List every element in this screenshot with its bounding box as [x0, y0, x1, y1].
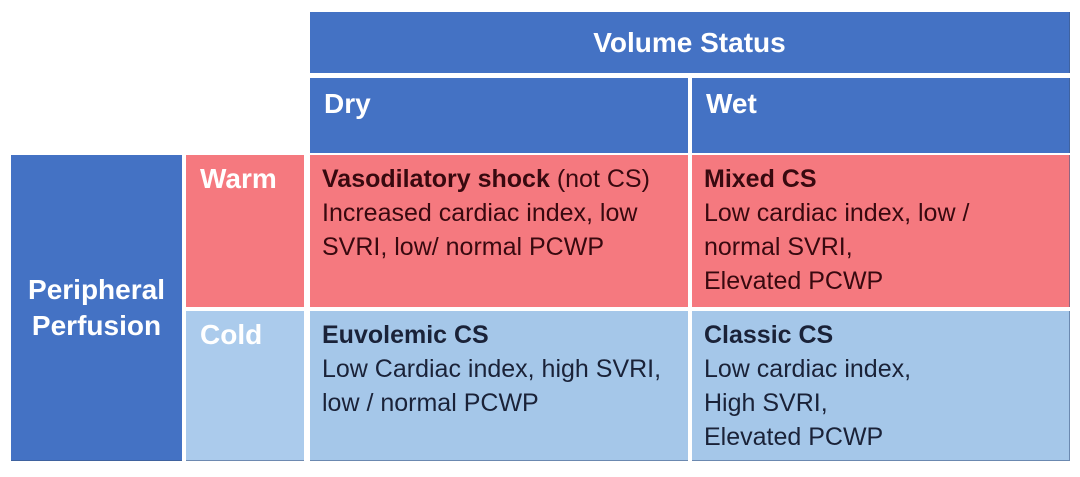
column-header-dry: Dry: [310, 78, 688, 153]
cell-warm-dry-body: Increased cardiac index, low SVRI, low/ …: [322, 199, 638, 261]
cell-warm-wet-title-bold: Mixed CS: [704, 165, 817, 193]
cell-warm-dry: Vasodilatory shock (not CS) Increased ca…: [310, 155, 688, 307]
peripheral-perfusion-label: Peripheral Perfusion: [28, 273, 165, 341]
cell-cold-wet: Classic CS Low cardiac index, High SVRI,…: [692, 311, 1070, 461]
row-label-warm: Warm: [186, 155, 304, 307]
cell-warm-dry-title: Vasodilatory shock (not CS): [322, 162, 682, 196]
cell-cold-wet-title: Classic CS: [704, 318, 1063, 352]
volume-status-header: Volume Status: [310, 12, 1070, 73]
cell-cold-dry-body: Low Cardiac index, high SVRI, low / norm…: [322, 355, 662, 417]
dry-label: Dry: [324, 88, 371, 119]
wet-label: Wet: [706, 88, 757, 119]
cell-cold-wet-title-bold: Classic CS: [704, 321, 834, 349]
cell-cold-dry-title: Euvolemic CS: [322, 318, 682, 352]
cell-cold-dry-title-bold: Euvolemic CS: [322, 321, 489, 349]
peripheral-perfusion-header: Peripheral Perfusion: [11, 155, 182, 461]
cell-warm-dry-title-bold: Vasodilatory shock: [322, 165, 550, 193]
warm-label: Warm: [200, 163, 277, 194]
cell-cold-dry: Euvolemic CS Low Cardiac index, high SVR…: [310, 311, 688, 461]
cold-label: Cold: [200, 319, 263, 350]
cell-warm-wet: Mixed CS Low cardiac index, low / normal…: [692, 155, 1070, 307]
column-header-wet: Wet: [692, 78, 1070, 153]
volume-status-label: Volume Status: [593, 26, 786, 58]
cell-cold-wet-body: Low cardiac index, High SVRI, Elevated P…: [704, 355, 912, 451]
cell-warm-wet-body: Low cardiac index, low / normal SVRI, El…: [704, 199, 970, 295]
cell-warm-wet-title: Mixed CS: [704, 162, 1063, 196]
row-label-cold: Cold: [186, 311, 304, 461]
cell-warm-dry-title-suffix: (not CS): [549, 165, 650, 193]
